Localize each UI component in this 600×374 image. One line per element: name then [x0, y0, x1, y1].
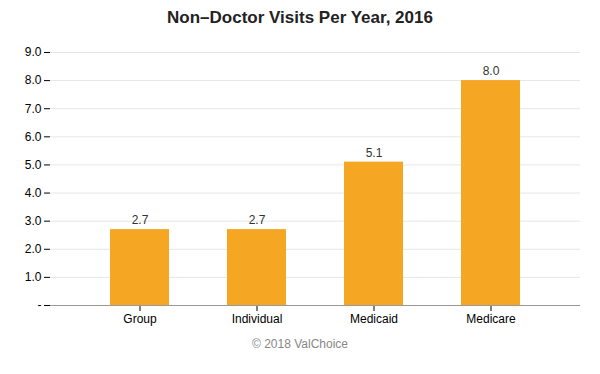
svg-text:Group: Group: [123, 312, 157, 326]
svg-text:5.1: 5.1: [366, 146, 383, 160]
svg-text:8.0: 8.0: [25, 73, 42, 87]
svg-text:2.7: 2.7: [249, 213, 266, 227]
svg-text:7.0: 7.0: [25, 102, 42, 116]
html-text:Non–Doctor Visits Per Year, 20: Non–Doctor Visits Per Year, 2016: [167, 8, 433, 27]
svg-text:Medicaid: Medicaid: [350, 312, 398, 326]
svg-text:1.0: 1.0: [25, 270, 42, 284]
svg-text:3.0: 3.0: [25, 214, 42, 228]
svg-text:2.0: 2.0: [25, 242, 42, 256]
svg-text:Individual: Individual: [232, 312, 283, 326]
svg-text:5.0: 5.0: [25, 158, 42, 172]
svg-text:2.7: 2.7: [132, 213, 149, 227]
svg-text:Medicare: Medicare: [466, 312, 516, 326]
svg-text:-: -: [38, 298, 42, 312]
svg-text:4.0: 4.0: [25, 186, 42, 200]
svg-text:6.0: 6.0: [25, 130, 42, 144]
svg-text:9.0: 9.0: [25, 45, 42, 59]
svg-text:8.0: 8.0: [483, 64, 500, 78]
html-text:© 2018 ValChoice: © 2018 ValChoice: [252, 337, 348, 351]
